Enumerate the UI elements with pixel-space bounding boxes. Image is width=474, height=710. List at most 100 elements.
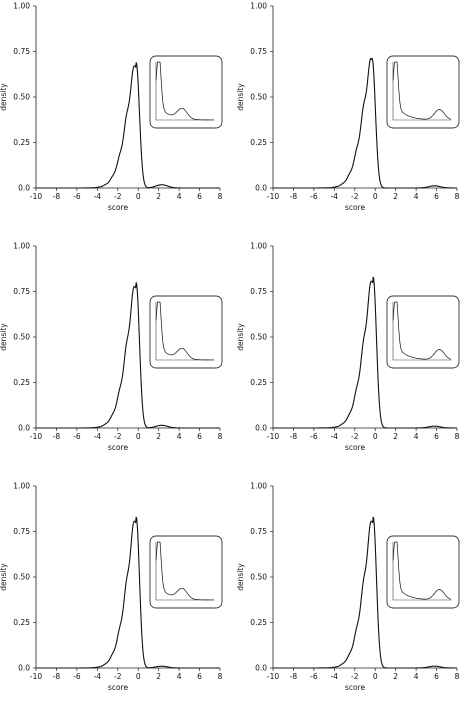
- inset-density-line: [392, 541, 452, 600]
- x-tick-label: 6: [197, 192, 202, 201]
- y-tick-label: 0.50: [250, 93, 267, 102]
- y-tick-label: 0.25: [250, 618, 267, 627]
- y-tick-label: 0.0: [18, 424, 30, 433]
- y-tick-label: 0.25: [13, 138, 30, 147]
- x-axis-title: score: [345, 443, 366, 452]
- x-tick-label: -8: [290, 192, 298, 201]
- y-tick-label: 1.00: [13, 482, 30, 491]
- x-tick-label: -4: [94, 192, 102, 201]
- inset-density-line: [155, 541, 214, 601]
- x-tick-label: -2: [351, 432, 359, 441]
- x-tick-label: -6: [73, 672, 81, 681]
- inset-box: [386, 535, 460, 609]
- y-tick-label: 0.50: [250, 573, 267, 582]
- y-tick-label: 0.75: [13, 47, 30, 56]
- density-line: [273, 57, 457, 189]
- x-tick-label: -10: [267, 192, 279, 201]
- y-tick-label: 0.0: [18, 184, 30, 193]
- x-tick-label: 4: [177, 672, 182, 681]
- y-tick-label: 0.50: [250, 333, 267, 342]
- y-tick-label: 0.25: [250, 138, 267, 147]
- y-tick-label: 1.00: [250, 242, 267, 251]
- inset-axes: [155, 542, 214, 601]
- y-tick-label: 1.00: [13, 2, 30, 11]
- x-tick-label: -4: [94, 432, 102, 441]
- y-tick-label: 0.50: [13, 333, 30, 342]
- inset-box: [386, 295, 460, 369]
- y-axis-title: density: [237, 323, 245, 351]
- inset-box: [386, 55, 460, 129]
- x-tick-label: 2: [156, 192, 161, 201]
- x-axis-title: score: [108, 203, 129, 212]
- x-tick-label: 8: [455, 672, 460, 681]
- density-plot: -10 -8 -6 -4 -2 0 2 4 6 8 0.0 0.25 0.50 0.75 1.00 score…: [0, 482, 223, 692]
- y-tick-label: 0.50: [13, 93, 30, 102]
- x-tick-label: -2: [351, 672, 359, 681]
- x-tick-label: -2: [114, 432, 122, 441]
- x-tick-label: -4: [94, 672, 102, 681]
- y-tick-label: 0.0: [255, 184, 267, 193]
- x-axis-title: score: [345, 683, 366, 692]
- inset-axes: [392, 62, 451, 121]
- y-tick-label: 1.00: [13, 242, 30, 251]
- y-axis-title: density: [0, 83, 8, 111]
- x-tick-label: 2: [156, 672, 161, 681]
- x-tick-label: 8: [218, 192, 223, 201]
- x-tick-label: 4: [177, 192, 182, 201]
- density-line: [36, 282, 220, 429]
- inset-box: [149, 535, 223, 609]
- y-axis-title: density: [237, 83, 245, 111]
- x-tick-label: 2: [393, 672, 398, 681]
- y-tick-label: 0.0: [255, 424, 267, 433]
- x-tick-label: -2: [351, 192, 359, 201]
- density-panel-1: -10 -8 -6 -4 -2 0 2 4 6 8 0.0 0.25 0.50 0.75 1.00 score…: [0, 0, 237, 230]
- x-tick-label: -6: [310, 192, 318, 201]
- x-tick-label: 4: [414, 432, 419, 441]
- y-tick-label: 0.75: [250, 527, 267, 536]
- density-panel-4: -10 -8 -6 -4 -2 0 2 4 6 8 0.0 0.25 0.50 0.75 1.00 score…: [237, 240, 474, 470]
- x-tick-label: -6: [310, 432, 318, 441]
- x-tick-label: -8: [290, 432, 298, 441]
- x-tick-label: 2: [156, 432, 161, 441]
- y-tick-label: 0.75: [250, 287, 267, 296]
- x-tick-label: 6: [434, 432, 439, 441]
- x-tick-label: 0: [136, 432, 141, 441]
- density-panel-3: -10 -8 -6 -4 -2 0 2 4 6 8 0.0 0.25 0.50 0.75 1.00 score…: [0, 240, 237, 470]
- y-tick-label: 0.75: [250, 47, 267, 56]
- x-tick-label: -10: [267, 432, 279, 441]
- inset-density-line: [155, 301, 214, 361]
- inset-density-line: [392, 301, 452, 360]
- inset-axes: [155, 62, 214, 121]
- x-tick-label: -2: [114, 192, 122, 201]
- x-tick-label: 6: [197, 432, 202, 441]
- x-tick-label: 2: [393, 192, 398, 201]
- y-axis-title: density: [237, 563, 245, 591]
- y-tick-label: 1.00: [250, 482, 267, 491]
- x-tick-label: -4: [331, 192, 339, 201]
- x-tick-label: -8: [53, 672, 61, 681]
- y-tick-label: 0.75: [13, 287, 30, 296]
- y-tick-label: 0.75: [13, 527, 30, 536]
- inset-axes: [392, 542, 451, 601]
- density-plot: -10 -8 -6 -4 -2 0 2 4 6 8 0.0 0.25 0.50 0.75 1.00 score…: [237, 2, 460, 212]
- density-panel-6: -10 -8 -6 -4 -2 0 2 4 6 8 0.0 0.25 0.50 0.75 1.00 score…: [237, 480, 474, 710]
- density-plot: -10 -8 -6 -4 -2 0 2 4 6 8 0.0 0.25 0.50 0.75 1.00 score…: [0, 2, 223, 212]
- density-line: [36, 62, 220, 189]
- x-tick-label: 8: [218, 672, 223, 681]
- inset-density-line: [155, 61, 214, 121]
- density-plot: -10 -8 -6 -4 -2 0 2 4 6 8 0.0 0.25 0.50 0.75 1.00 score…: [0, 242, 223, 452]
- x-tick-label: 6: [434, 192, 439, 201]
- density-line: [273, 516, 457, 669]
- x-tick-label: -8: [53, 432, 61, 441]
- y-axis-title: density: [0, 563, 8, 591]
- x-tick-label: 4: [177, 432, 182, 441]
- inset-density-line: [392, 61, 452, 120]
- x-axis-title: score: [108, 683, 129, 692]
- x-tick-label: -6: [73, 192, 81, 201]
- x-tick-label: -6: [310, 672, 318, 681]
- x-axis-title: score: [108, 443, 129, 452]
- x-tick-label: 0: [136, 192, 141, 201]
- x-tick-label: -10: [267, 672, 279, 681]
- inset-axes: [155, 302, 214, 361]
- x-tick-label: -4: [331, 672, 339, 681]
